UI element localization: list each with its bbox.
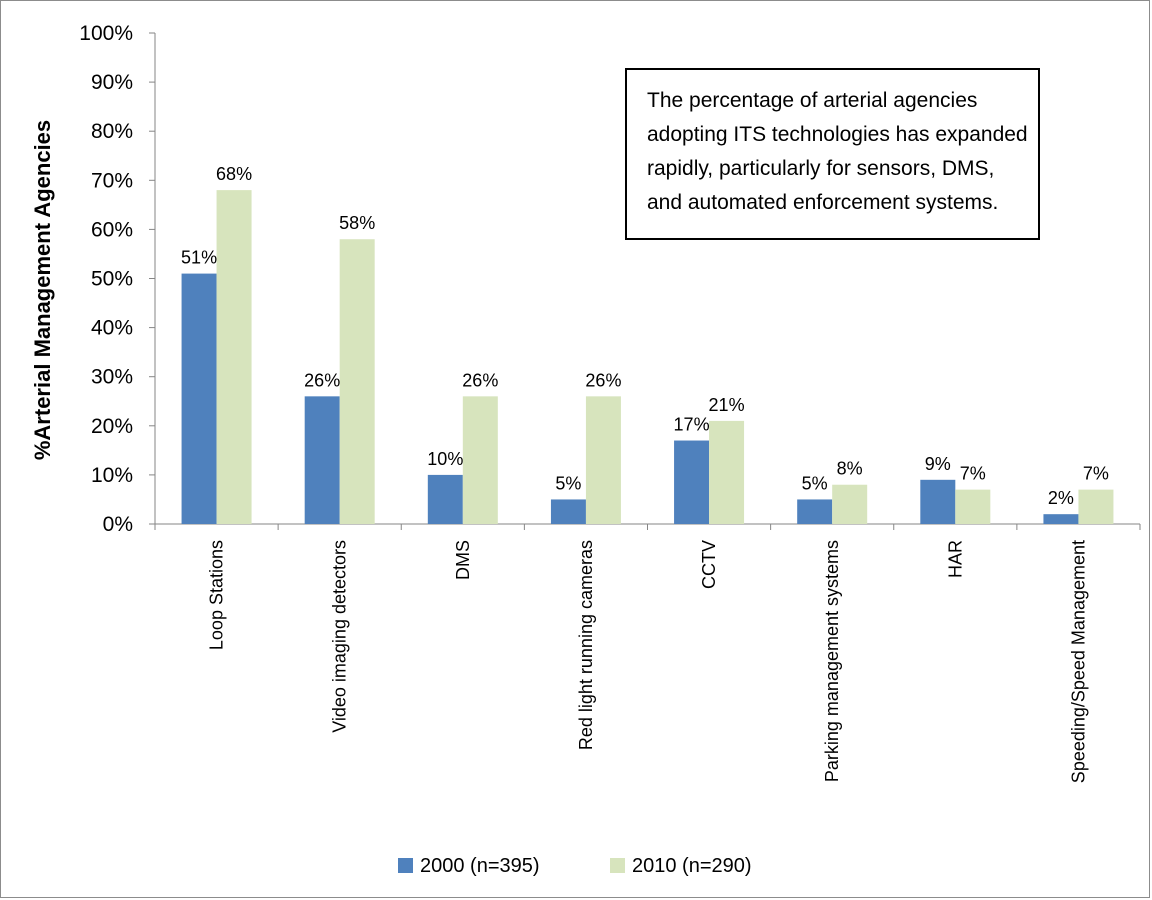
bar-value-label: 5%	[802, 473, 828, 493]
x-category-label: Video imaging detectors	[330, 540, 350, 733]
bar-value-label: 26%	[462, 370, 498, 390]
bar-value-label: 68%	[216, 164, 252, 184]
bar-2000	[304, 396, 340, 524]
legend: 2000 (n=395) 2010 (n=290)	[398, 855, 752, 877]
bar-value-label: 8%	[837, 459, 863, 479]
annotation-text: The percentage of arterial agencies adop…	[647, 89, 1028, 214]
bar-2010	[462, 396, 498, 524]
bar-value-label: 26%	[304, 370, 340, 390]
x-category-label: Parking management systems	[822, 540, 842, 782]
y-tick-label: 40%	[91, 317, 133, 340]
bar-2010	[709, 420, 745, 524]
bars	[181, 190, 1114, 524]
bar-2010	[1078, 489, 1114, 524]
bar-value-label: 9%	[925, 454, 951, 474]
bar-value-label: 26%	[585, 370, 621, 390]
y-tick-label: 30%	[91, 366, 133, 389]
y-tick-label: 0%	[103, 513, 133, 536]
bar-2000	[427, 474, 463, 524]
bar-value-label: 21%	[709, 395, 745, 415]
annotation-box: The percentage of arterial agencies adop…	[625, 68, 1040, 240]
legend-swatch	[398, 858, 413, 873]
bar-value-label: 58%	[339, 213, 375, 233]
bar-2000	[920, 479, 956, 524]
bar-value-label: 7%	[1083, 464, 1109, 484]
x-category-label: HAR	[945, 540, 965, 578]
x-category-label: Speeding/Speed Management	[1068, 540, 1088, 783]
y-tick-label: 20%	[91, 415, 133, 438]
x-category-label: DMS	[453, 540, 473, 580]
bar-labels: 51% 26% 10% 5% 17% 5% 9% 2% 68% 58% 26% 26% 21% 8% 7% 7…	[181, 164, 1109, 508]
legend-swatch	[610, 858, 625, 873]
bar-value-label: 17%	[674, 415, 710, 435]
y-tick-label: 10%	[91, 464, 133, 487]
legend-label: 2010 (n=290)	[632, 855, 752, 877]
y-tick-label: 90%	[91, 71, 133, 94]
x-axis-labels: Loop Stations Video imaging detectors DMS R…	[207, 540, 1089, 783]
y-tick-label: 80%	[91, 120, 133, 143]
bar-value-label: 7%	[960, 464, 986, 484]
bar-value-label: 2%	[1048, 488, 1074, 508]
y-tick-label: 60%	[91, 218, 133, 241]
bar-2010	[955, 489, 991, 524]
bar-2010	[832, 484, 868, 524]
bar-2010	[339, 239, 375, 524]
bar-2000	[1043, 514, 1079, 524]
bar-value-label: 51%	[181, 248, 217, 268]
bar-2010	[585, 396, 621, 524]
bar-2010	[216, 190, 252, 524]
x-category-label: Red light running cameras	[576, 540, 596, 750]
bar-2000	[674, 440, 710, 524]
bar-2000	[797, 499, 833, 524]
bar-2000	[181, 273, 217, 524]
y-tick-label: 50%	[91, 268, 133, 291]
x-category-label: Loop Stations	[207, 540, 227, 650]
y-axis-title: %Arterial Management Agencies	[30, 120, 55, 460]
y-tick-label: 100%	[79, 22, 133, 45]
bar-2000	[550, 499, 586, 524]
bar-value-label: 10%	[427, 449, 463, 469]
legend-label: 2000 (n=395)	[420, 855, 540, 877]
bar-value-label: 5%	[555, 473, 581, 493]
x-category-label: CCTV	[699, 540, 719, 589]
y-tick-label: 70%	[91, 169, 133, 192]
